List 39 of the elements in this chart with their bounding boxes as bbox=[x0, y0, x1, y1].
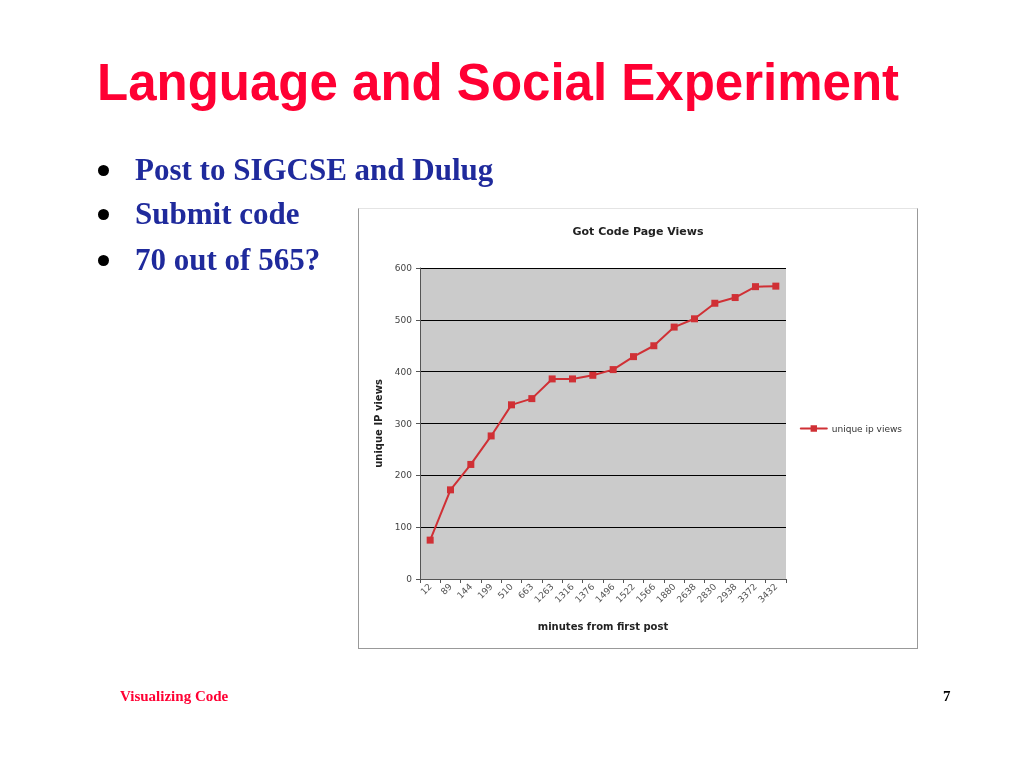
point bbox=[467, 460, 475, 468]
legend-label: unique ip views bbox=[831, 423, 903, 434]
y-tick-label: 600 bbox=[394, 263, 413, 273]
point bbox=[508, 401, 515, 409]
point bbox=[670, 323, 678, 331]
y-tick-label: 0 bbox=[406, 574, 413, 584]
x-axis-title: minutes from first post bbox=[537, 620, 669, 632]
text: Visualizing Code bbox=[120, 687, 229, 705]
point bbox=[589, 371, 597, 379]
y-tick-label: 200 bbox=[394, 470, 413, 481]
point bbox=[731, 294, 739, 302]
text: 70 out of 565? bbox=[135, 241, 321, 279]
text: 7 bbox=[943, 687, 951, 705]
text: Post to SIGCSE and Dulug bbox=[135, 151, 494, 189]
text: Submit code bbox=[135, 195, 300, 233]
y-tick-label: 400 bbox=[394, 366, 413, 377]
point bbox=[772, 282, 780, 290]
x-tick-label: 89 bbox=[438, 581, 455, 597]
text: Language and Social Experiment bbox=[97, 53, 900, 113]
point bbox=[569, 375, 576, 383]
point bbox=[691, 315, 698, 323]
x-tick-label: 199 bbox=[475, 581, 495, 601]
point bbox=[528, 395, 536, 403]
point bbox=[548, 375, 556, 383]
x-tick-label: 12 bbox=[418, 581, 434, 597]
point bbox=[711, 299, 719, 307]
point bbox=[487, 432, 495, 440]
point bbox=[609, 366, 617, 374]
chart-title: Got Code Page Views bbox=[572, 225, 704, 238]
point bbox=[752, 283, 759, 291]
y-tick-label: 500 bbox=[394, 314, 413, 325]
point bbox=[426, 536, 434, 544]
point bbox=[630, 353, 637, 361]
y-axis-title: unique IP views bbox=[373, 379, 385, 468]
x-tick-label: 510 bbox=[495, 581, 516, 601]
point bbox=[650, 342, 658, 350]
y-tick-label: 300 bbox=[394, 418, 413, 429]
point bbox=[447, 486, 454, 494]
y-tick-label: 100 bbox=[394, 522, 413, 533]
